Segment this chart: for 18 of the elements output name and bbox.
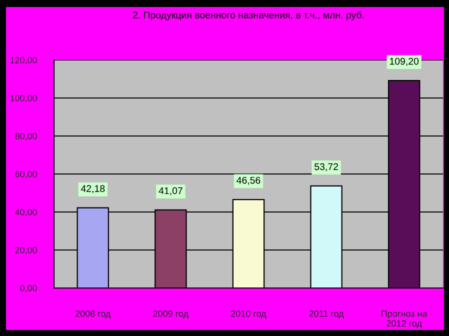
y-tick-label: 120,00 (10, 56, 37, 64)
data-label: 42,18 (80, 185, 105, 194)
y-tick-label: 80,00 (15, 132, 37, 140)
y-tick-label: 100,00 (10, 94, 37, 102)
x-tick-label: 2009 год (153, 310, 188, 319)
x-tick-label: 2010 год (231, 310, 266, 319)
data-label: 41,07 (158, 187, 182, 196)
data-label: 46,56 (236, 176, 260, 185)
chart-title: 2. Продукция военного назначения, в т.ч., млн. руб. (133, 11, 364, 20)
x-tick-label: 2011 год (309, 310, 344, 319)
y-tick-label: 60,00 (15, 170, 37, 178)
y-tick-label: 20,00 (15, 246, 37, 254)
y-tick-label: 40,00 (14, 208, 37, 216)
data-label: 109,20 (390, 58, 419, 66)
x-tick-label: 2008 год (75, 310, 111, 319)
data-label: 53,72 (314, 163, 338, 172)
x-tick-label: Прогноз на 2012 год (382, 310, 428, 328)
y-tick-label: 0,00 (20, 284, 37, 292)
